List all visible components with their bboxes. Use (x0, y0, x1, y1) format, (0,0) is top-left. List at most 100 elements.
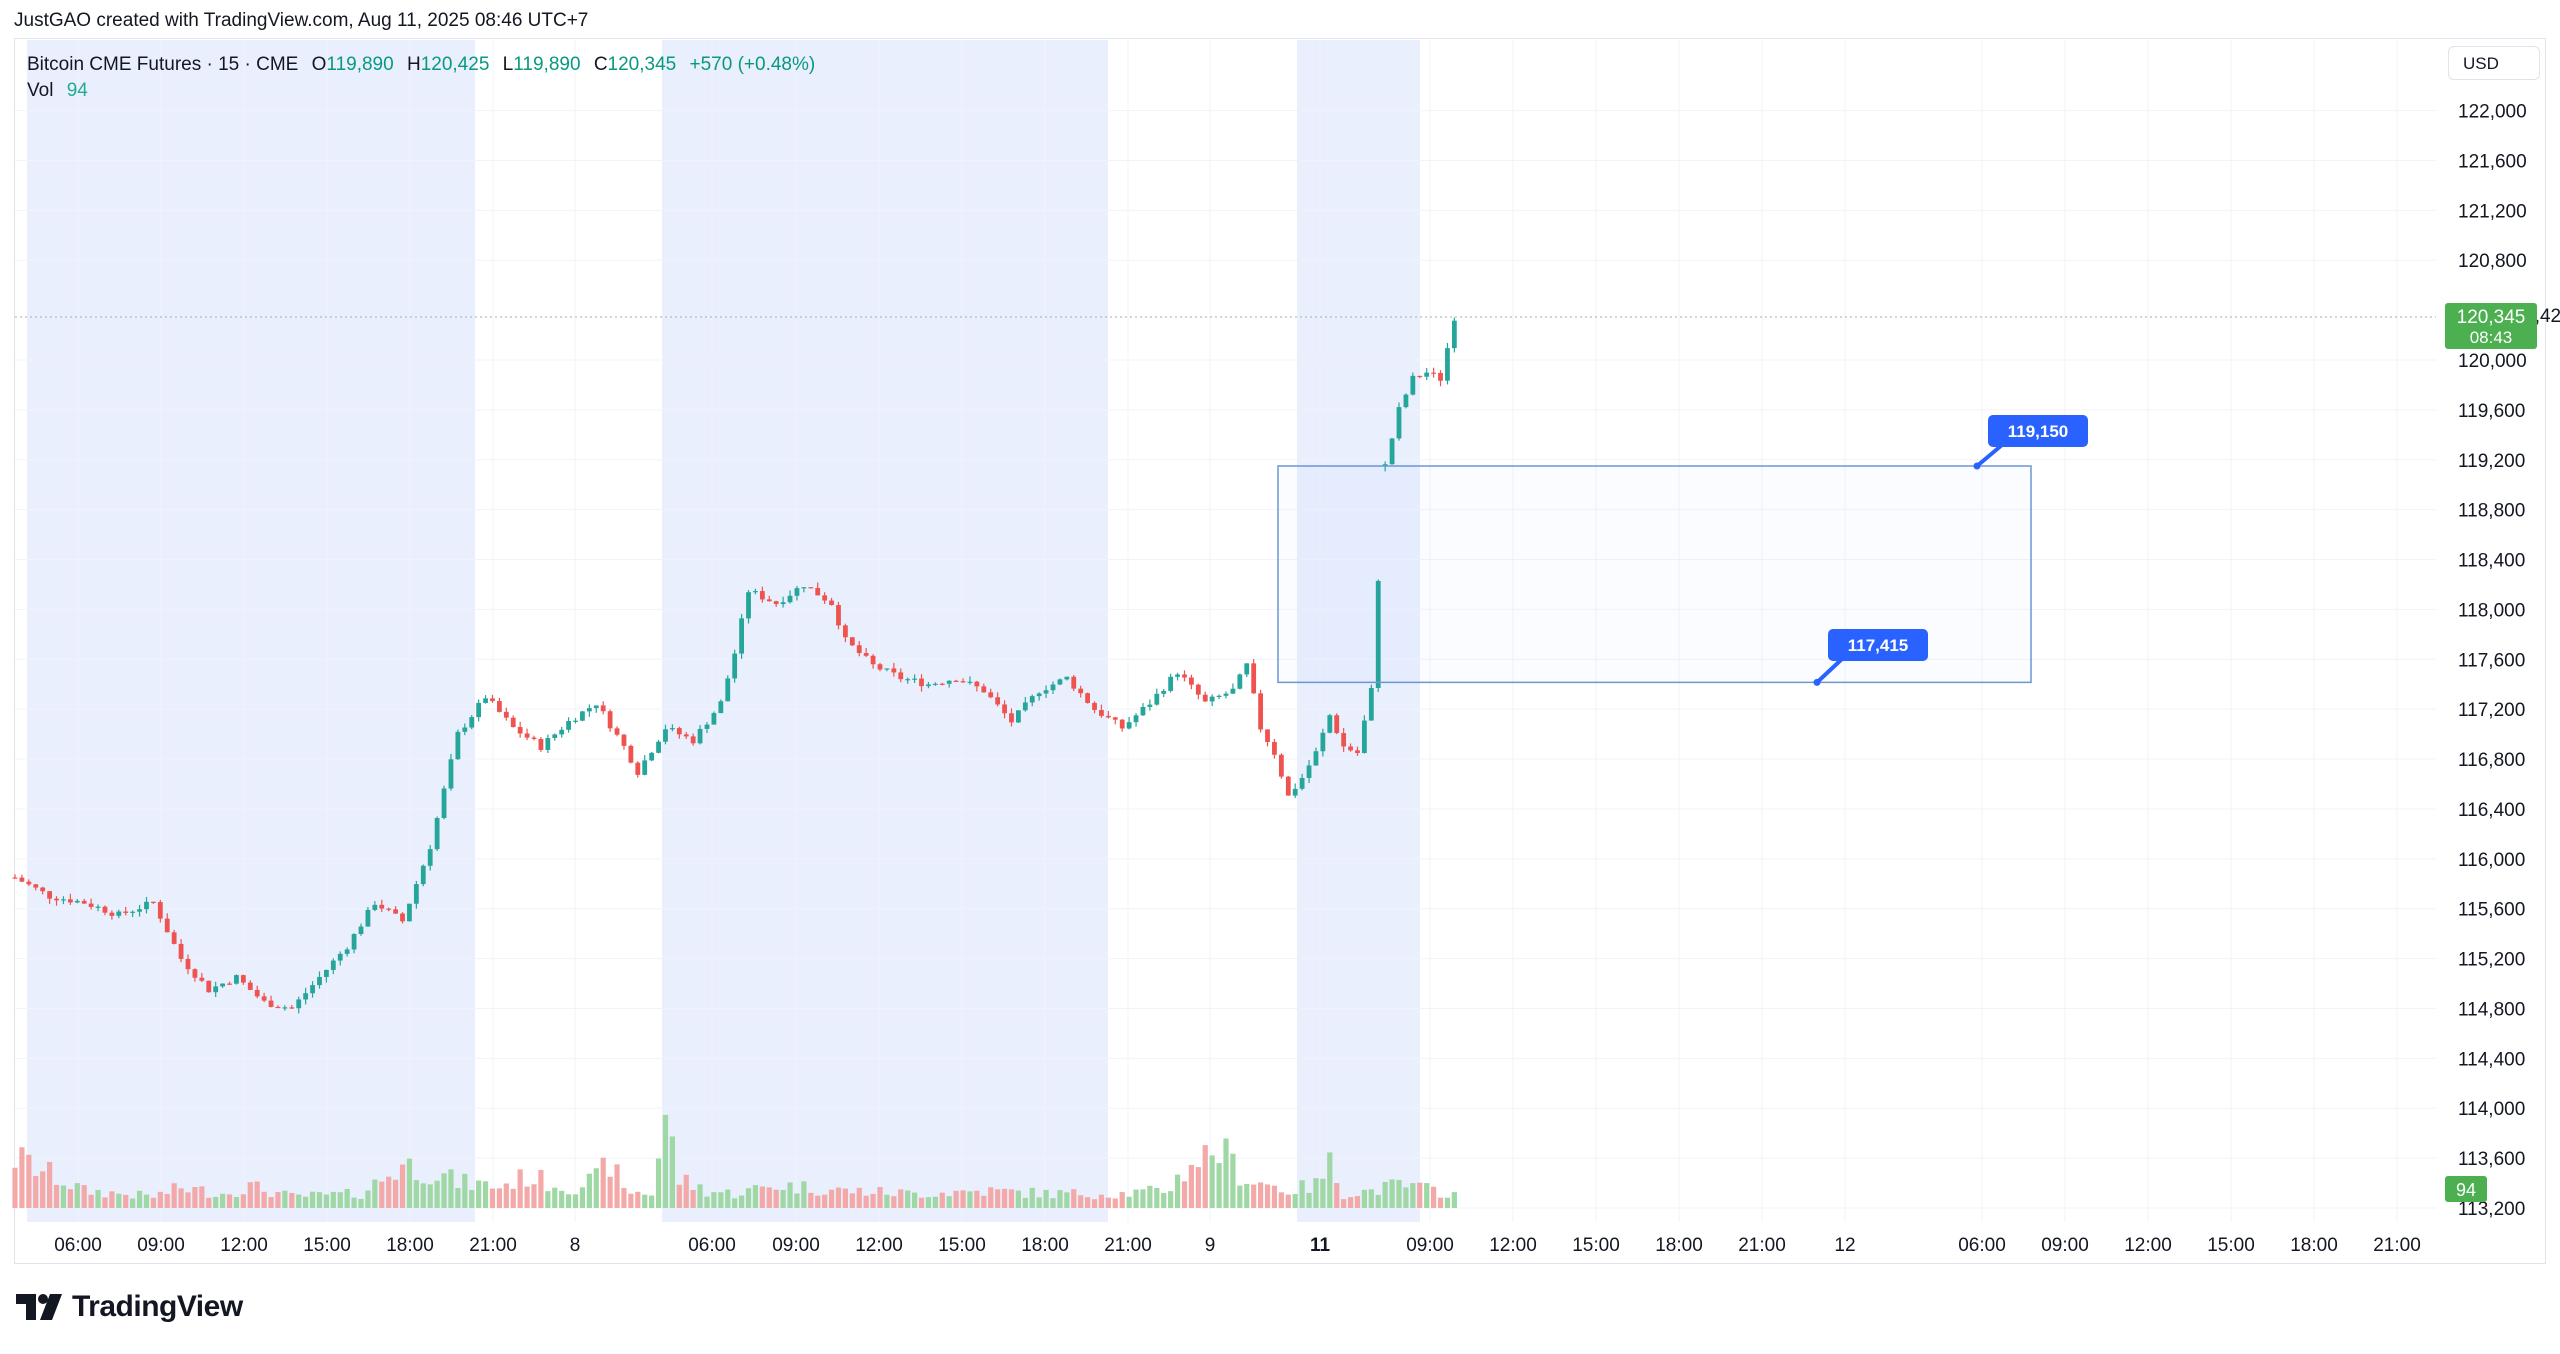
candle-body (1043, 690, 1049, 694)
tradingview-logo[interactable]: TradingView (16, 1290, 243, 1324)
volume-bar (745, 1188, 752, 1208)
candle-body (1306, 765, 1312, 778)
candle-body (358, 926, 364, 935)
volume-bar (808, 1192, 814, 1208)
x-tick-label: 09:00 (1406, 1235, 1454, 1256)
candle-body (1105, 715, 1111, 718)
candle-body (19, 877, 25, 882)
range-rectangle (1277, 465, 2032, 684)
volume-bar (642, 1194, 648, 1208)
candle-body (344, 949, 350, 954)
candle-body (642, 760, 648, 775)
volume-bar (1444, 1197, 1451, 1208)
candle-body (538, 739, 544, 750)
candle-body (171, 932, 177, 944)
candle-body (1085, 693, 1090, 703)
candle-body (116, 911, 122, 916)
symbol-title[interactable]: Bitcoin CME Futures · 15 · CME (27, 54, 299, 75)
candle-body (1092, 702, 1097, 710)
y-tick-label: 121,200 (2458, 201, 2527, 222)
candle-body (1368, 687, 1374, 721)
candle-body (926, 684, 931, 687)
candle-body (1278, 754, 1284, 777)
volume-bar (1216, 1163, 1222, 1208)
candle-body (1140, 706, 1146, 716)
candle-body (1099, 709, 1104, 716)
candle-body (1362, 720, 1367, 753)
candle-body (1230, 688, 1236, 694)
candle-body (1451, 320, 1457, 349)
candle-body (379, 904, 385, 909)
bar-countdown: 08:43 (2470, 328, 2513, 347)
x-tick-label: 12:00 (855, 1235, 903, 1256)
volume-bar (476, 1180, 482, 1208)
candle-body (400, 913, 405, 922)
candle-body (690, 736, 696, 744)
candle-body (1064, 676, 1070, 680)
volume-label: Vol (27, 80, 54, 101)
volume-bar (870, 1193, 876, 1208)
candle-body (988, 692, 994, 698)
volume-bar (572, 1194, 579, 1208)
volume-bar (545, 1191, 551, 1208)
candle-body (939, 683, 945, 685)
volume-bar (116, 1193, 122, 1208)
price-label-117415-pointer (1815, 657, 1844, 684)
volume-bar (1091, 1199, 1098, 1208)
x-tick-label: 12:00 (2124, 1235, 2172, 1256)
y-tick-label: 115,200 (2458, 950, 2525, 971)
y-tick-label: 114,800 (2458, 999, 2525, 1020)
volume-bar (683, 1174, 689, 1208)
candle-body (1299, 777, 1305, 789)
volume-bar (1354, 1196, 1361, 1208)
volume-bar (1209, 1155, 1215, 1208)
candle-body (1382, 464, 1388, 466)
volume-bar (974, 1190, 980, 1208)
y-tick-label: 113,600 (2458, 1149, 2525, 1170)
candle-body (1182, 674, 1187, 678)
candle-body (1057, 679, 1063, 685)
candle-body (54, 898, 59, 901)
volume-bar (925, 1197, 932, 1208)
candle-body (1285, 776, 1291, 796)
author-line: JustGAO created with TradingView.com, Au… (14, 10, 589, 31)
volume-bar (780, 1189, 786, 1208)
volume-bar (1064, 1192, 1070, 1208)
volume-row: Vol 94 (27, 78, 815, 104)
session-band-0 (27, 40, 475, 1222)
last-price-value: 120,345 (2457, 307, 2526, 328)
session-band-1 (662, 40, 1108, 1222)
volume-bar (164, 1193, 170, 1208)
volume-bar (337, 1192, 343, 1208)
candle-body (275, 1006, 281, 1009)
candle-body (1341, 733, 1347, 747)
volume-bar (1181, 1181, 1188, 1208)
y-tick-label: 116,800 (2458, 750, 2525, 771)
volume-bar (26, 1154, 32, 1208)
volume-bar (150, 1197, 156, 1208)
candle-body (144, 901, 149, 910)
volume-bar (1119, 1192, 1125, 1208)
candle-body (524, 733, 530, 738)
candle-body (732, 653, 738, 679)
candle-body (240, 975, 246, 983)
candle-body (26, 881, 32, 885)
volume-bar (358, 1198, 364, 1208)
candle-body (12, 877, 18, 879)
candle-body (1410, 375, 1416, 395)
volume-bar (1029, 1187, 1035, 1208)
price-label-117415-bg (1828, 629, 1928, 661)
candle-body (462, 727, 468, 732)
candle-body (1272, 742, 1277, 755)
candle-body (794, 588, 800, 596)
volume-bar (787, 1182, 793, 1208)
volume-bar (40, 1171, 46, 1208)
volume-bar (1098, 1194, 1105, 1208)
currency-button[interactable]: USD (2448, 46, 2540, 80)
volume-bar (1424, 1183, 1430, 1208)
candle-body (1071, 676, 1077, 689)
candle-body (497, 701, 502, 712)
candle-body (559, 729, 565, 735)
candle-body (330, 960, 336, 970)
